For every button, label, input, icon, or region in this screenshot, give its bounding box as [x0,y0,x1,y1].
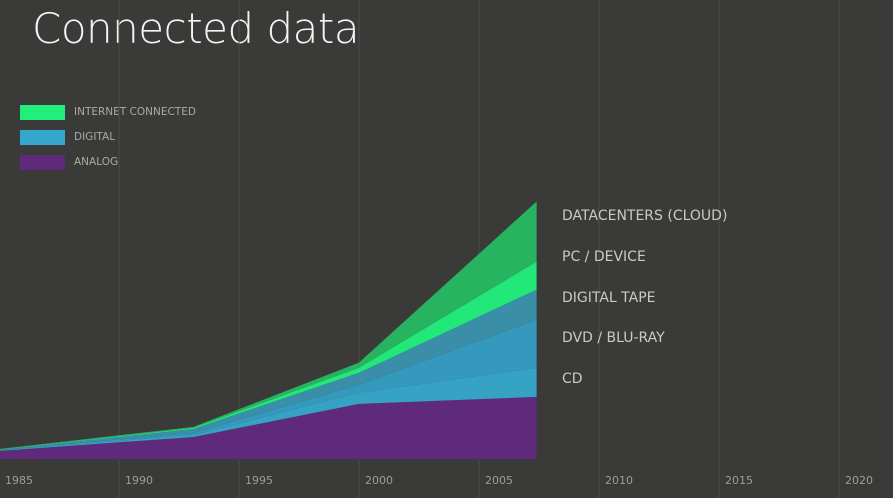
x-tick-label: 1990 [125,474,153,487]
series-label-cd: CD [562,371,583,387]
slide-title: Connected data [32,4,360,53]
legend-digital: DIGITAL [20,129,115,145]
x-tick-label: 1985 [5,474,33,487]
legend-internet-connected: INTERNET CONNECTED [20,104,196,120]
series-label-dvd: DVD / BLU-RAY [562,330,665,346]
legend-label: ANALOG [74,156,119,168]
legend-swatch [20,129,65,145]
legend-swatch [20,154,65,170]
x-tick-label: 2020 [845,474,873,487]
series-label-pc-device: PC / DEVICE [562,249,646,265]
x-tick-label: 2010 [605,474,633,487]
x-tick-label: 2000 [365,474,393,487]
area-datacenters-cloud [0,201,537,450]
area-analog [0,396,537,459]
x-tick-label: 2005 [485,474,513,487]
legend-analog: ANALOG [20,154,118,170]
series-label-cloud: DATACENTERS (CLOUD) [562,208,728,224]
series-label-digital-tape: DIGITAL TAPE [562,290,656,306]
legend-label: DIGITAL [74,131,116,143]
x-tick-label: 2015 [725,474,753,487]
area-cd [0,367,537,451]
legend-label: INTERNET CONNECTED [74,106,196,118]
x-tick-label: 1995 [245,474,273,487]
legend-swatch [20,104,65,120]
